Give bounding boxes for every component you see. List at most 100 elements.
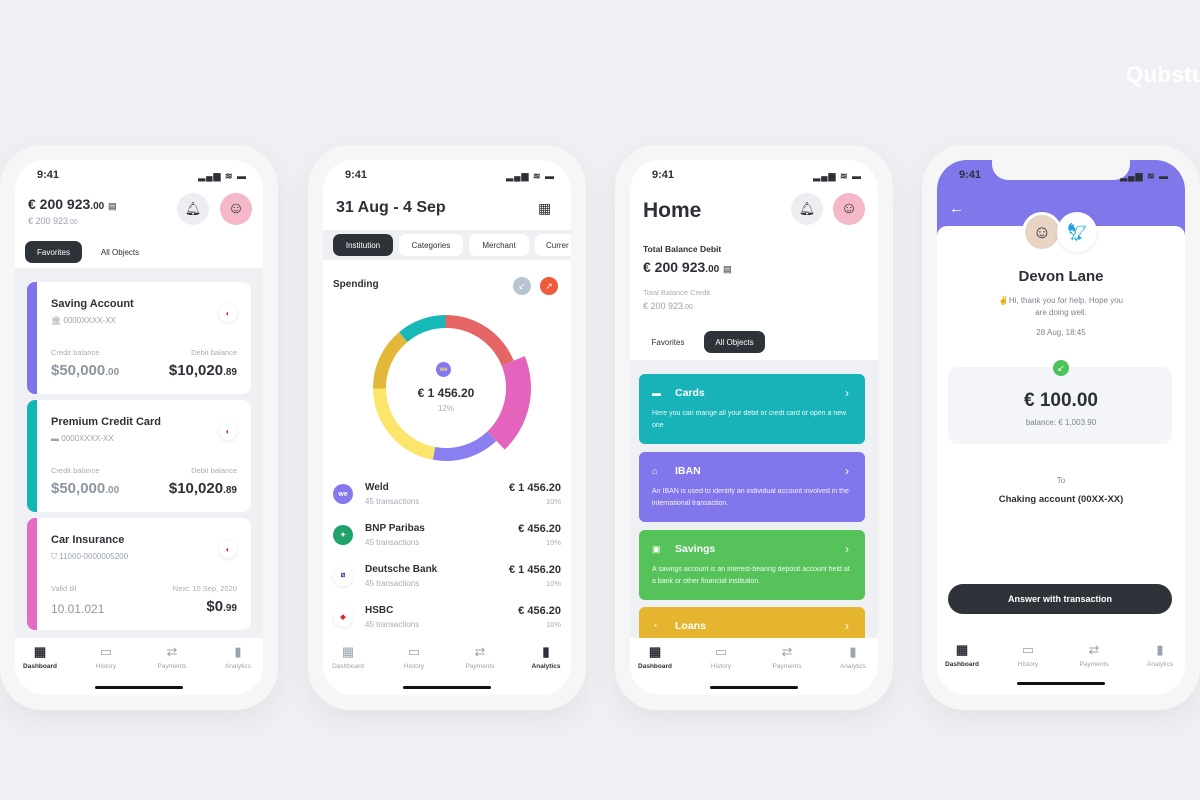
institution-name: HSBC [365,605,394,616]
tab-favorites[interactable]: Favorites [25,241,82,263]
account-card[interactable]: Saving Account 🏛︎ 0000XXXX-XX ◐ Credit b… [27,282,251,394]
nav-analytics[interactable]: ▮ Analytics [1129,642,1185,668]
credit-label: Total Balance Credit [643,288,711,297]
tile-iban[interactable]: ⌂ IBAN › An IBAN is used to identify an ind… [639,452,865,522]
tab-categories[interactable]: Categories [399,234,463,256]
donut-segment[interactable] [445,315,514,366]
dashboard-icon: ▦ [33,644,47,659]
tab-merchant[interactable]: Merchant [469,234,529,256]
avatar[interactable]: ☺ [220,193,252,225]
nav-history[interactable]: ▭ History [75,644,137,670]
nav-analytics[interactable]: ▮ Analytics [822,644,878,670]
status-icons: ▂▄▆ ≋ ▬ [813,171,862,181]
tab-favorites[interactable]: Favorites [639,331,697,353]
loans-icon: ◔ [652,621,658,631]
weld-logo: we [436,362,451,377]
nav-analytics[interactable]: ▮ Analytics [207,644,263,670]
institution-percent: 10% [545,497,561,506]
donut-segment[interactable] [399,315,446,343]
status-time: 9:41 [345,169,368,181]
bell-icon[interactable]: 🔔︎ [791,193,823,225]
nav-history[interactable]: ▭ History [997,642,1059,668]
nav-payments[interactable]: ⇄ Payments [756,644,818,670]
valid-value: 10.01.021 [51,602,105,616]
nav-dashboard[interactable]: ▦ Dashboard [630,644,686,670]
wallet-icon: ▤ [108,201,117,211]
credit-label: Credit balance [51,348,100,357]
debit-value: $10,020.89 [168,480,237,497]
nav-payments[interactable]: ⇄ Payments [1063,642,1125,668]
debit-label: Total Balance Debit [643,244,722,254]
calendar-icon[interactable]: ▦ [538,200,552,216]
tile-savings[interactable]: ▣ Savings › A savings account is an interes… [639,530,865,600]
nav-history[interactable]: ▭ History [383,644,445,670]
tab-institution[interactable]: Institution [333,234,393,256]
balance: balance: € 1,003.90 [1025,418,1097,427]
dashboard-icon: ▦ [341,644,355,659]
incoming-arrow-icon[interactable]: ↙ [513,277,531,295]
home-screen: 9:41 ▂▄▆ ≋ ▬ Home 🔔︎ ☺ Total Balance Deb… [630,160,878,695]
shield-icon: ⛉ [51,552,57,561]
credit-value: $50,000.00 [51,480,120,497]
institution-logo-icon: we [333,484,353,504]
phone-dashboard: 9:41 ▂▄▆ ≋ ▬ € 200 923.00 ▤ € 200 923.00… [0,145,278,710]
chevron-right-icon: › [845,619,849,633]
tile-cards[interactable]: ▬ Cards › Here you can mange all your debit… [639,374,865,444]
card-icon: ▬ [652,388,661,398]
section-title: Spending [333,279,379,290]
tab-currency[interactable]: Currer [535,234,571,256]
back-arrow-icon[interactable]: ← [949,200,964,217]
nav-payments[interactable]: ⇄ Payments [449,644,511,670]
nav-dashboard[interactable]: ▦ Dashboard [323,644,379,670]
donut-segment[interactable] [432,431,497,461]
tab-all-objects[interactable]: All Objects [87,241,153,263]
nav-payments[interactable]: ⇄ Payments [141,644,203,670]
transaction-count: 45 transactions [365,579,420,588]
bell-icon[interactable]: 🔔︎ [177,193,209,225]
transaction-count: 45 transactions [365,620,420,629]
cards-list: Saving Account 🏛︎ 0000XXXX-XX ◐ Credit b… [15,268,263,638]
institution-amount: € 456.20 [518,523,561,535]
outgoing-arrow-icon[interactable]: ↗ [540,277,558,295]
donut-segment[interactable] [373,332,408,389]
flag-icon: ◐ [219,540,237,558]
home-indicator [710,686,798,689]
tab-all-objects[interactable]: All Objects [704,331,765,353]
institution-percent: 10% [545,538,561,547]
phone-home: 9:41 ▂▄▆ ≋ ▬ Home 🔔︎ ☺ Total Balance Deb… [615,145,893,710]
home-indicator [1017,682,1105,685]
status-icons: ▂▄▆ ≋ ▬ [506,171,555,181]
card-title: Saving Account [51,298,134,310]
wallet-icon: ▤ [723,264,732,274]
nav-analytics[interactable]: ▮ Analytics [515,644,571,670]
donut-segment[interactable] [487,356,531,450]
date-range: 31 Aug - 4 Sep [336,199,446,216]
institution-amount: € 1 456.20 [509,564,561,576]
nav-dashboard[interactable]: ▦ Dashboard [15,644,71,670]
answer-button[interactable]: Answer with transaction [948,584,1172,614]
card-number: 🏛︎ 0000XXXX-XX [51,316,116,325]
transaction-screen: 9:41 ▂▄▆ ≋ ▬ ← ☺ 🦅︎ Devon Lane ✌Hi, than… [937,160,1185,695]
payments-icon: ⇄ [166,644,178,659]
account-card[interactable]: Car Insurance ⛉ 11000-0000005200 ◐ Valid… [27,518,251,630]
account-card[interactable]: Premium Credit Card ▬ 0000XXXX-XX ◐ Cred… [27,400,251,512]
phone-transaction: 9:41 ▂▄▆ ≋ ▬ ← ☺ 🦅︎ Devon Lane ✌Hi, than… [922,145,1200,710]
analytics-icon: ▮ [234,644,242,659]
debit-value: € 200 923.00 ▤ [643,259,732,275]
debit-label: Debit balance [191,466,237,475]
datetime: 28 Aug, 18:45 [1036,328,1086,337]
analytics-screen: 9:41 ▂▄▆ ≋ ▬ 31 Aug - 4 Sep ▦ Institutio… [323,160,571,695]
next-label: Next: 10 Sep, 2020 [172,584,237,593]
bank-icon: 🏛︎ [51,316,62,325]
analytics-icon: ▮ [542,644,550,659]
nav-history[interactable]: ▭ History [690,644,752,670]
avatar[interactable]: ☺ [833,193,865,225]
nav-dashboard[interactable]: ▦ Dashboard [937,642,993,668]
institution-name: Deutsche Bank [365,564,438,575]
credit-value: € 200 923.00 [643,301,693,311]
content-panel [937,226,1185,695]
status-time: 9:41 [37,169,60,181]
donut-segment[interactable] [373,388,436,460]
page-title: Home [643,199,702,222]
incoming-arrow-icon: ↙ [1053,360,1069,376]
